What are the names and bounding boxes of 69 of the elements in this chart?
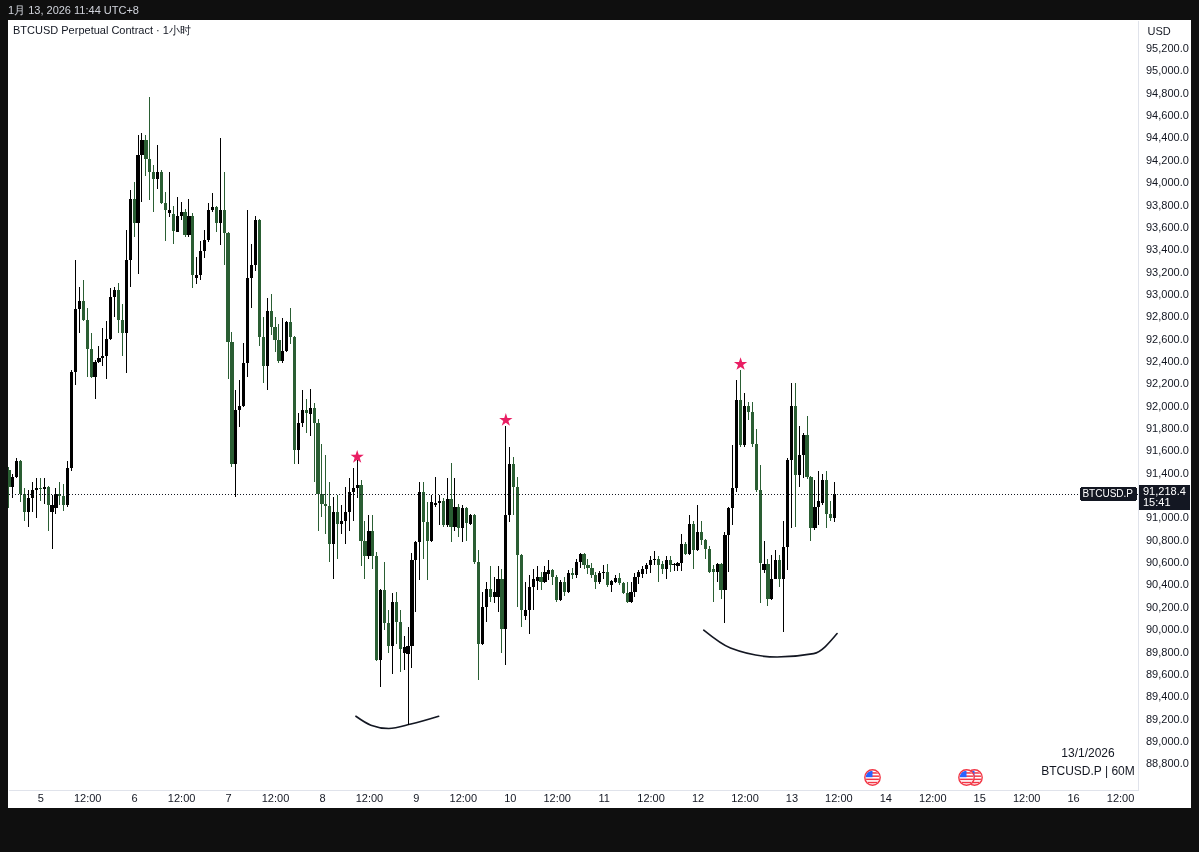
x-tick-label: 12:00 <box>825 791 853 804</box>
text: 91,218.4 <box>1143 485 1186 498</box>
x-tick-label: 5 <box>37 791 44 804</box>
y-tick-label: 90,800.0 <box>1146 533 1189 546</box>
ref-line-label: BTCUSD.P <box>1082 488 1134 500</box>
y-axis-title: USD <box>1147 24 1171 37</box>
y-tick-label: 91,400.0 <box>1146 466 1189 479</box>
x-tick-label: 12:00 <box>919 791 947 804</box>
y-tick-label: 90,200.0 <box>1146 600 1189 613</box>
y-tick-label: 89,200.0 <box>1146 712 1189 725</box>
text: 15:41 <box>1143 496 1171 509</box>
x-tick-label: 12:00 <box>1012 791 1041 804</box>
y-tick-label: 89,400.0 <box>1146 690 1189 703</box>
x-tick-label: 12:00 <box>167 791 196 804</box>
y-tick-label: 92,600.0 <box>1146 332 1189 345</box>
x-tick-label: 11 <box>598 791 610 804</box>
point <box>499 413 513 426</box>
y-tick-label: 92,400.0 <box>1146 354 1189 367</box>
y-tick-label: 89,000.0 <box>1146 734 1189 747</box>
x-tick-label: 15 <box>973 791 986 804</box>
point <box>350 449 364 463</box>
y-tick-label: 89,600.0 <box>1146 667 1189 680</box>
x-tick-label: 12:00 <box>637 791 665 804</box>
y-tick-label: 91,000.0 <box>1146 511 1189 524</box>
annotation: 13/1/2026 <box>1061 746 1116 760</box>
x-tick-label: 12:00 <box>355 791 384 804</box>
y-tick-label: 94,200.0 <box>1146 153 1189 166</box>
x-tick-label: 12 <box>691 791 705 804</box>
y-tick-label: 93,400.0 <box>1146 243 1189 256</box>
x-tick-label: 8 <box>319 791 326 804</box>
y-tick-label: 93,000.0 <box>1146 287 1189 300</box>
y-tick-label: 93,800.0 <box>1146 198 1189 211</box>
text: 1月 13, 2026 11:44 UTC+8 <box>8 3 139 18</box>
y-tick-label: 92,200.0 <box>1146 377 1189 390</box>
y-tick-label: 94,400.0 <box>1146 131 1189 144</box>
line-series <box>702 629 838 658</box>
y-tick-label: 92,000.0 <box>1146 399 1189 412</box>
x-tick-label: 6 <box>131 791 138 804</box>
y-tick-label: 93,600.0 <box>1146 220 1189 233</box>
y-tick-label: 95,000.0 <box>1146 64 1189 77</box>
x-tick-label: 12:00 <box>73 791 102 804</box>
point <box>733 357 748 370</box>
y-tick-label: 91,800.0 <box>1146 422 1189 435</box>
annotation: BTCUSD.P | 60M <box>1041 764 1135 778</box>
y-tick-label: 95,200.0 <box>1146 42 1189 55</box>
y-tick-label: 94,800.0 <box>1146 86 1189 99</box>
x-tick-label: 12:00 <box>261 791 290 804</box>
y-tick-label: 92,800.0 <box>1146 310 1189 323</box>
y-tick-label: 90,400.0 <box>1146 578 1189 591</box>
y-tick-label: 89,800.0 <box>1146 645 1189 658</box>
x-tick-label: 12:00 <box>731 791 759 804</box>
x-tick-label: 12:00 <box>1106 791 1135 804</box>
x-tick-label: 10 <box>504 791 517 804</box>
y-tick-label: 90,000.0 <box>1146 623 1189 636</box>
y-tick-label: 94,000.0 <box>1146 176 1189 189</box>
y-tick-label: 91,600.0 <box>1146 444 1189 457</box>
y-tick-label: 94,600.0 <box>1146 109 1189 122</box>
x-tick-label: 12:00 <box>449 791 478 804</box>
y-tick-label: 88,800.0 <box>1146 757 1189 770</box>
x-tick-label: 12:00 <box>543 791 571 804</box>
x-tick-label: 7 <box>225 791 232 804</box>
x-tick-label: 16 <box>1067 791 1080 804</box>
y-tick-label: 90,600.0 <box>1146 556 1189 569</box>
x-tick-label: 13 <box>785 791 799 804</box>
x-tick-label: 9 <box>413 791 420 804</box>
x-tick-label: 14 <box>879 791 892 804</box>
y-tick-label: 93,200.0 <box>1146 265 1189 278</box>
line-series <box>355 715 440 730</box>
chart-title: BTCUSD Perpetual Contract · 1小时 <box>13 24 191 36</box>
